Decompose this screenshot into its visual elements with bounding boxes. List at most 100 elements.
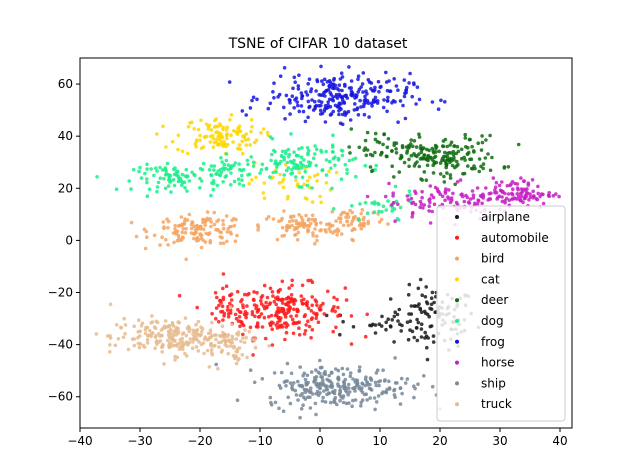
point-airplane	[351, 325, 356, 329]
point-frog	[297, 109, 302, 114]
point-truck	[207, 365, 212, 369]
point-dog	[372, 210, 377, 214]
point-frog	[296, 87, 301, 91]
point-frog	[317, 104, 321, 108]
point-truck	[172, 343, 176, 348]
point-cat	[244, 132, 249, 136]
point-bird	[346, 215, 351, 219]
point-bird	[360, 223, 365, 228]
point-cat	[318, 194, 322, 199]
x-tick-label: −10	[247, 434, 272, 448]
point-deer	[431, 163, 436, 167]
point-bird	[209, 224, 213, 229]
point-horse	[480, 201, 484, 206]
point-bird	[205, 216, 209, 221]
legend-marker	[455, 402, 459, 407]
point-truck	[187, 325, 191, 330]
point-cat	[161, 124, 165, 129]
point-frog	[293, 80, 298, 84]
legend-label: bird	[481, 252, 504, 266]
point-bird	[198, 225, 202, 229]
point-airplane	[415, 317, 419, 322]
point-dog	[174, 169, 179, 174]
point-dog	[292, 158, 296, 163]
point-bird	[336, 229, 340, 234]
point-bird	[297, 221, 302, 226]
point-horse	[448, 200, 453, 205]
point-automobile	[241, 303, 245, 307]
point-deer	[476, 141, 481, 145]
point-truck	[158, 334, 162, 338]
point-deer	[407, 145, 412, 149]
point-automobile	[306, 278, 311, 283]
point-bird	[187, 212, 192, 217]
point-frog	[303, 119, 308, 124]
point-truck	[168, 327, 173, 332]
point-airplane	[390, 318, 395, 322]
point-dog	[295, 164, 300, 168]
point-bird	[310, 213, 315, 218]
point-ship	[309, 386, 313, 391]
point-bird	[216, 218, 221, 222]
point-automobile	[213, 291, 218, 295]
point-ship	[273, 400, 278, 405]
point-automobile	[228, 311, 233, 315]
point-ship	[377, 383, 381, 388]
point-automobile	[228, 293, 232, 298]
point-automobile	[365, 312, 370, 317]
point-ship	[308, 406, 313, 410]
point-ship	[298, 415, 302, 420]
point-cat	[250, 178, 254, 182]
point-frog	[296, 103, 300, 108]
point-truck	[226, 351, 230, 356]
point-automobile	[299, 294, 304, 298]
point-deer	[488, 168, 493, 173]
point-airplane	[419, 322, 424, 327]
point-frog	[339, 101, 343, 106]
point-deer	[480, 134, 484, 138]
point-airplane	[388, 297, 393, 301]
point-frog	[340, 88, 344, 93]
point-cat	[221, 127, 225, 131]
point-truck	[202, 351, 206, 356]
point-automobile	[292, 307, 296, 312]
point-automobile	[274, 313, 279, 318]
point-bird	[173, 227, 177, 231]
point-horse	[458, 178, 463, 182]
point-airplane	[423, 330, 428, 335]
point-dog	[218, 173, 223, 178]
point-frog	[321, 82, 326, 87]
point-bird	[295, 238, 300, 242]
point-frog	[292, 75, 297, 80]
point-dog	[145, 194, 150, 198]
point-airplane	[425, 357, 430, 362]
point-dog	[320, 168, 325, 172]
point-bird	[181, 227, 185, 231]
point-dog	[353, 156, 358, 161]
point-dog	[221, 180, 225, 184]
point-bird	[134, 234, 139, 239]
point-deer	[444, 163, 449, 168]
point-truck	[132, 343, 137, 348]
point-truck	[217, 334, 222, 338]
point-dog	[211, 187, 216, 192]
point-cat	[240, 151, 245, 156]
point-truck	[232, 344, 236, 349]
point-automobile	[344, 298, 349, 302]
point-frog	[287, 98, 292, 102]
point-dog	[209, 193, 213, 198]
point-horse	[517, 197, 522, 202]
point-bird	[189, 226, 194, 231]
point-truck	[221, 330, 225, 335]
point-automobile	[229, 298, 234, 302]
point-deer	[468, 157, 472, 162]
point-truck	[150, 314, 154, 318]
point-ship	[348, 371, 353, 375]
point-dog	[143, 171, 147, 176]
point-airplane	[415, 338, 420, 343]
point-automobile	[221, 272, 226, 276]
point-bird	[296, 230, 301, 235]
point-frog	[367, 115, 371, 119]
point-bird	[300, 218, 305, 222]
point-dog	[224, 152, 229, 156]
